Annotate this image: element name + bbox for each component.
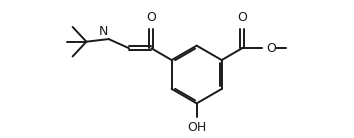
- Text: N: N: [98, 25, 108, 38]
- Text: O: O: [147, 11, 156, 24]
- Text: O: O: [266, 42, 276, 55]
- Text: O: O: [237, 11, 247, 24]
- Text: OH: OH: [187, 121, 206, 134]
